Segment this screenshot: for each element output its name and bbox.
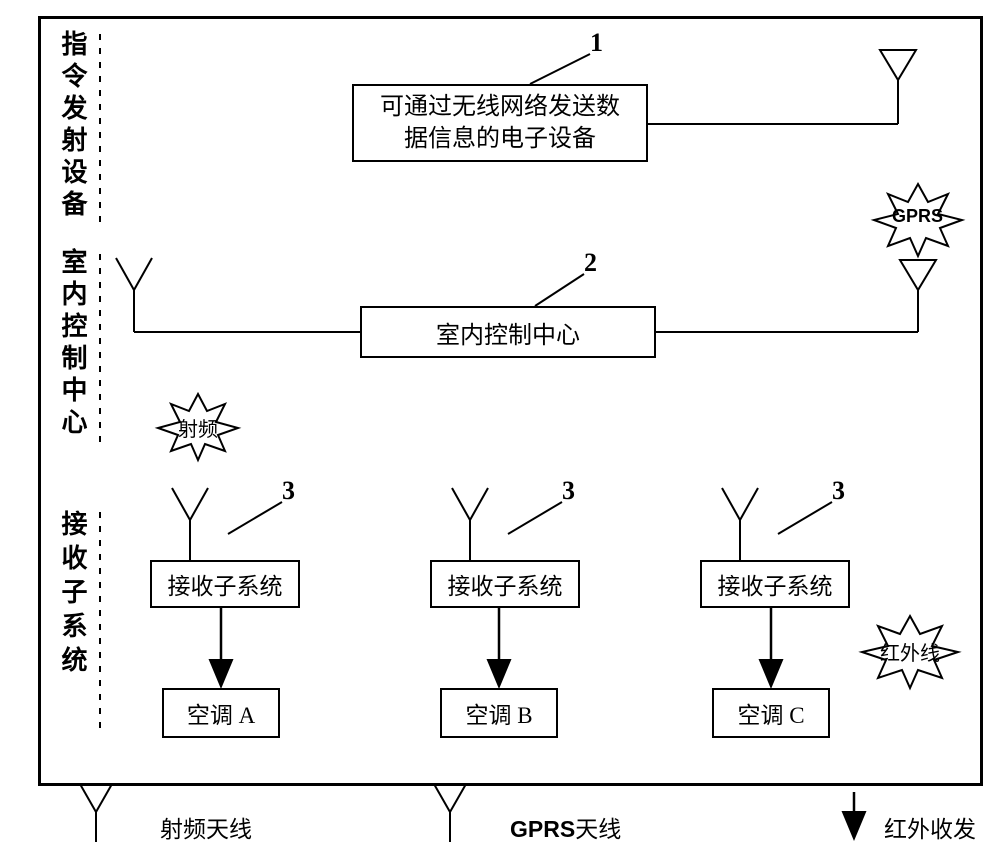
legend-gprs-label: GPRS天线 bbox=[510, 810, 621, 844]
center-box: 室内控制中心 bbox=[360, 306, 656, 358]
legend-gprs-antenna-icon bbox=[434, 784, 466, 842]
leader-label-2: 2 bbox=[584, 248, 597, 278]
legend-rf-label: 射频天线 bbox=[160, 810, 252, 844]
device-box-line1: 可通过无线网络发送数 bbox=[380, 91, 620, 123]
device-box-line2: 据信息的电子设备 bbox=[404, 123, 596, 155]
ac-box-c: 空调 C bbox=[712, 688, 830, 738]
legend-gprs-rest: 天线 bbox=[575, 817, 621, 842]
side-label-1: 指令发射设备 bbox=[54, 30, 91, 222]
legend-rf-antenna-icon bbox=[80, 784, 112, 842]
recv-box-2: 接收子系统 bbox=[430, 560, 580, 608]
legend-ir-label: 红外收发 bbox=[884, 810, 976, 844]
side-label-3: 接收子系统 bbox=[54, 510, 91, 680]
legend-gprs-bold: GPRS bbox=[510, 816, 575, 842]
starburst-ir-label: 红外线 bbox=[880, 637, 940, 666]
starburst-gprs-label: GPRS bbox=[892, 206, 943, 227]
side-label-2: 室内控制中心 bbox=[54, 248, 91, 440]
recv-box-1: 接收子系统 bbox=[150, 560, 300, 608]
leader-label-3c: 3 bbox=[832, 476, 845, 506]
leader-label-1: 1 bbox=[590, 28, 603, 58]
leader-label-3a: 3 bbox=[282, 476, 295, 506]
ac-box-a: 空调 A bbox=[162, 688, 280, 738]
starburst-rf-label: 射频 bbox=[178, 413, 218, 442]
recv-box-3: 接收子系统 bbox=[700, 560, 850, 608]
diagram-canvas: 指令发射设备 室内控制中心 接收子系统 可通过无线网络发送数 据信息的电子设备 … bbox=[0, 0, 1000, 857]
leader-label-3b: 3 bbox=[562, 476, 575, 506]
ac-box-b: 空调 B bbox=[440, 688, 558, 738]
device-box: 可通过无线网络发送数 据信息的电子设备 bbox=[352, 84, 648, 162]
